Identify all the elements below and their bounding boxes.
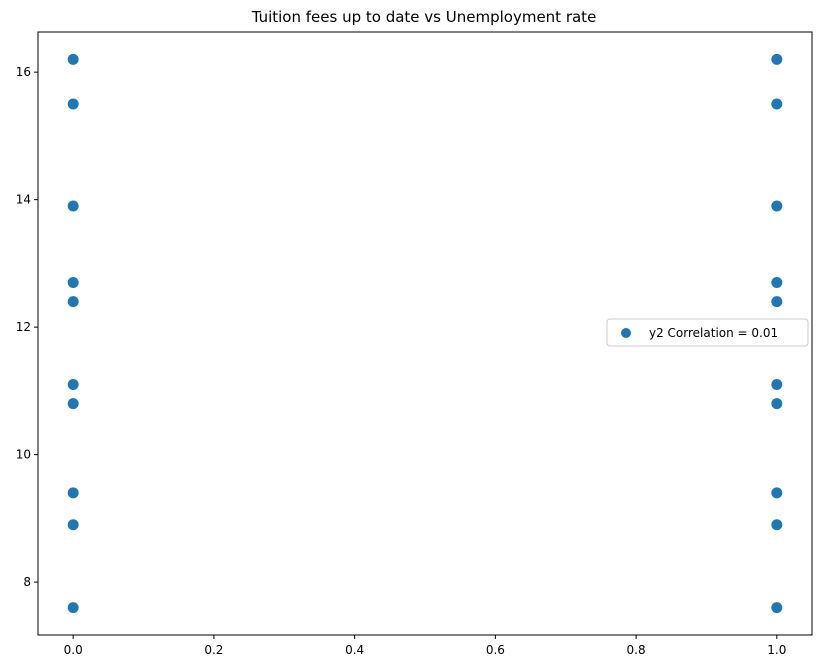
- y-tick-label: 14: [16, 193, 31, 207]
- data-point: [771, 378, 783, 390]
- legend-box: [606, 318, 809, 347]
- axes-frame: [37, 31, 813, 636]
- data-point: [771, 602, 783, 614]
- plot-area: 0.0 0.2 0.4 0.6 0.8 1.0 8 10 12 14 16: [16, 31, 813, 657]
- data-point: [67, 519, 79, 531]
- legend: y2 Correlation = 0.01: [606, 318, 809, 347]
- x-tick-label: 0.6: [486, 643, 505, 657]
- data-point: [771, 98, 783, 110]
- x-tick-label: 0.8: [627, 643, 646, 657]
- data-point: [67, 378, 79, 390]
- data-point: [67, 602, 79, 614]
- data-point: [771, 296, 783, 308]
- x-tick-label: 1.0: [767, 643, 786, 657]
- data-point: [771, 398, 783, 410]
- y-tick-label: 16: [16, 65, 31, 79]
- chart-title: Tuition fees up to date vs Unemployment …: [251, 8, 597, 26]
- data-point: [771, 487, 783, 499]
- data-point: [771, 277, 783, 289]
- data-point: [771, 53, 783, 65]
- y-tick-label: 8: [23, 575, 31, 589]
- data-point: [771, 200, 783, 212]
- legend-marker: [621, 328, 631, 338]
- y-tick-label: 10: [16, 448, 31, 462]
- data-point: [67, 487, 79, 499]
- x-tick-label: 0.0: [64, 643, 83, 657]
- data-point: [67, 296, 79, 308]
- data-point: [771, 519, 783, 531]
- x-tick-label: 0.4: [345, 643, 364, 657]
- data-point: [67, 53, 79, 65]
- x-tick-label: 0.2: [204, 643, 223, 657]
- data-point: [67, 398, 79, 410]
- data-point: [67, 98, 79, 110]
- data-point: [67, 200, 79, 212]
- legend-label: y2 Correlation = 0.01: [649, 326, 778, 340]
- data-point: [67, 277, 79, 289]
- y-tick-label: 12: [16, 320, 31, 334]
